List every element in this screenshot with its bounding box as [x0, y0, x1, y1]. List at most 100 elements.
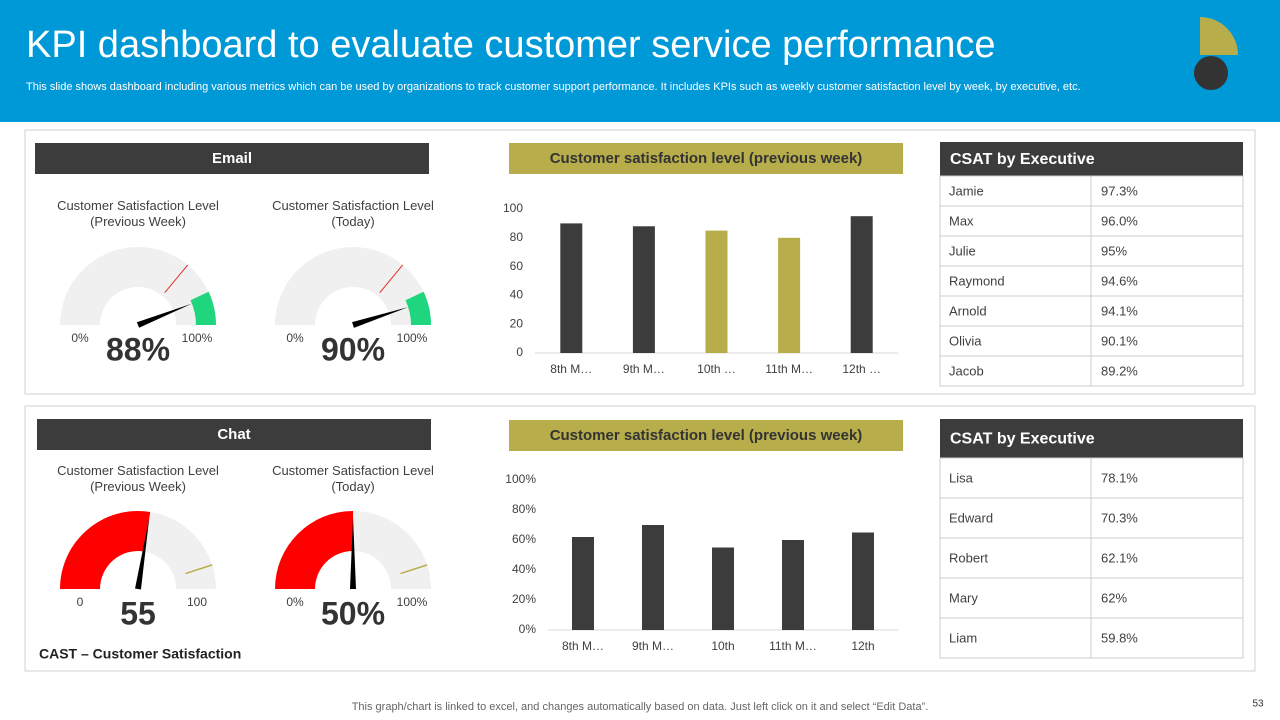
y-tick-label: 20% [512, 592, 536, 606]
table-cell: Liam [949, 630, 977, 645]
gauge-value: 88% [106, 331, 170, 367]
header-band [0, 0, 1280, 122]
table-cell: Olivia [949, 333, 982, 348]
panel [24, 405, 1256, 672]
gauge-label: Customer Satisfaction Level (Previous We… [57, 463, 219, 494]
x-tick-label: 11th M… [765, 362, 813, 376]
section-heading-bar [37, 419, 431, 450]
section-heading-bar [35, 143, 429, 174]
y-tick-label: 60% [512, 532, 536, 546]
table-cell: 70.3% [1101, 510, 1138, 525]
gauge-min: 0% [71, 331, 89, 345]
table-cell: Jacob [949, 363, 984, 378]
table-cell: Max [949, 213, 974, 228]
y-tick-label: 40 [510, 288, 524, 302]
gauge-track [60, 247, 216, 325]
bar [642, 525, 664, 630]
gauge-fill [60, 511, 151, 589]
gauge-label: Customer Satisfaction Level (Today) [272, 463, 434, 494]
gauge-min: 0% [286, 595, 304, 609]
table-cell: Lisa [949, 470, 974, 485]
table-header [940, 142, 1243, 176]
gauge-fill [275, 511, 353, 589]
gauge-needle [350, 517, 356, 589]
chart-title: Customer satisfaction level (previous we… [550, 150, 863, 167]
table-cell: Raymond [949, 273, 1005, 288]
panel [24, 129, 1256, 395]
table-cell: Julie [949, 243, 976, 258]
gauge-track [275, 247, 431, 325]
table-cell: 78.1% [1101, 470, 1138, 485]
chart-title-bar [509, 143, 903, 174]
gauge-label: Customer Satisfaction Level (Today) [272, 198, 434, 229]
table-cell: 90.1% [1101, 333, 1138, 348]
table-cell: Mary [949, 590, 978, 605]
table-cell: 94.1% [1101, 303, 1138, 318]
table-cell: 94.6% [1101, 273, 1138, 288]
table-title: CSAT by Executive [950, 431, 1095, 448]
table-cell: 96.0% [1101, 213, 1138, 228]
x-tick-label: 9th M… [623, 362, 665, 376]
table-header [940, 419, 1243, 458]
y-tick-label: 20 [510, 316, 524, 330]
gauge-needle [136, 303, 192, 328]
y-tick-label: 80 [510, 230, 524, 244]
x-tick-label: 10th [711, 639, 734, 653]
table-cell: Jamie [949, 183, 984, 198]
bar [560, 223, 583, 353]
bar [632, 226, 655, 353]
chart-title: Customer satisfaction level (previous we… [550, 427, 863, 444]
gauge-needle [135, 517, 150, 590]
gauge-max: 100% [397, 331, 428, 345]
x-tick-label: 12th [851, 639, 874, 653]
table-cell: 59.8% [1101, 630, 1138, 645]
gauge-threshold [164, 264, 189, 293]
subtitle: This slide shows dashboard including var… [26, 81, 1081, 93]
x-tick-label: 10th … [697, 362, 736, 376]
table-title: CSAT by Executive [950, 151, 1095, 168]
gauge-max: 100% [182, 331, 213, 345]
y-tick-label: 80% [512, 502, 536, 516]
title: KPI dashboard to evaluate customer servi… [26, 24, 996, 66]
gauge-value: 50% [321, 595, 385, 631]
bar [778, 237, 801, 353]
bar [850, 216, 873, 353]
bar [572, 537, 594, 630]
x-tick-label: 12th … [842, 362, 881, 376]
gauge-threshold [379, 264, 404, 293]
gauge-needle [352, 307, 409, 328]
y-tick-label: 40% [512, 562, 536, 576]
gauge-max: 100 [187, 595, 207, 609]
gauge-threshold [185, 564, 213, 575]
x-tick-label: 11th M… [769, 639, 817, 653]
gauge-max: 100% [397, 595, 428, 609]
gauge-min: 0 [77, 595, 84, 609]
table-cell: Robert [949, 550, 988, 565]
table-cell: Arnold [949, 303, 987, 318]
table-cell: Edward [949, 510, 993, 525]
bar [705, 230, 728, 353]
section-heading: Chat [217, 426, 250, 443]
gauge-zone [405, 291, 431, 325]
gauge-threshold [400, 564, 428, 575]
y-tick-label: 100 [503, 201, 523, 215]
decor [1194, 56, 1228, 90]
x-tick-label: 8th M… [562, 639, 604, 653]
table-cell: 97.3% [1101, 183, 1138, 198]
decor [1200, 17, 1238, 55]
x-tick-label: 9th M… [632, 639, 674, 653]
footnote: This graph/chart is linked to excel, and… [352, 701, 929, 713]
y-tick-label: 0 [516, 345, 523, 359]
bar [712, 547, 734, 630]
note: CAST – Customer Satisfaction [39, 646, 241, 662]
gauge-zone [190, 291, 216, 325]
y-tick-label: 0% [519, 622, 537, 636]
bar [782, 540, 804, 630]
gauge-min: 0% [286, 331, 304, 345]
gauge-value: 55 [120, 595, 156, 631]
y-tick-label: 100% [505, 472, 536, 486]
gauge-value: 90% [321, 331, 385, 367]
y-tick-label: 60 [510, 259, 524, 273]
